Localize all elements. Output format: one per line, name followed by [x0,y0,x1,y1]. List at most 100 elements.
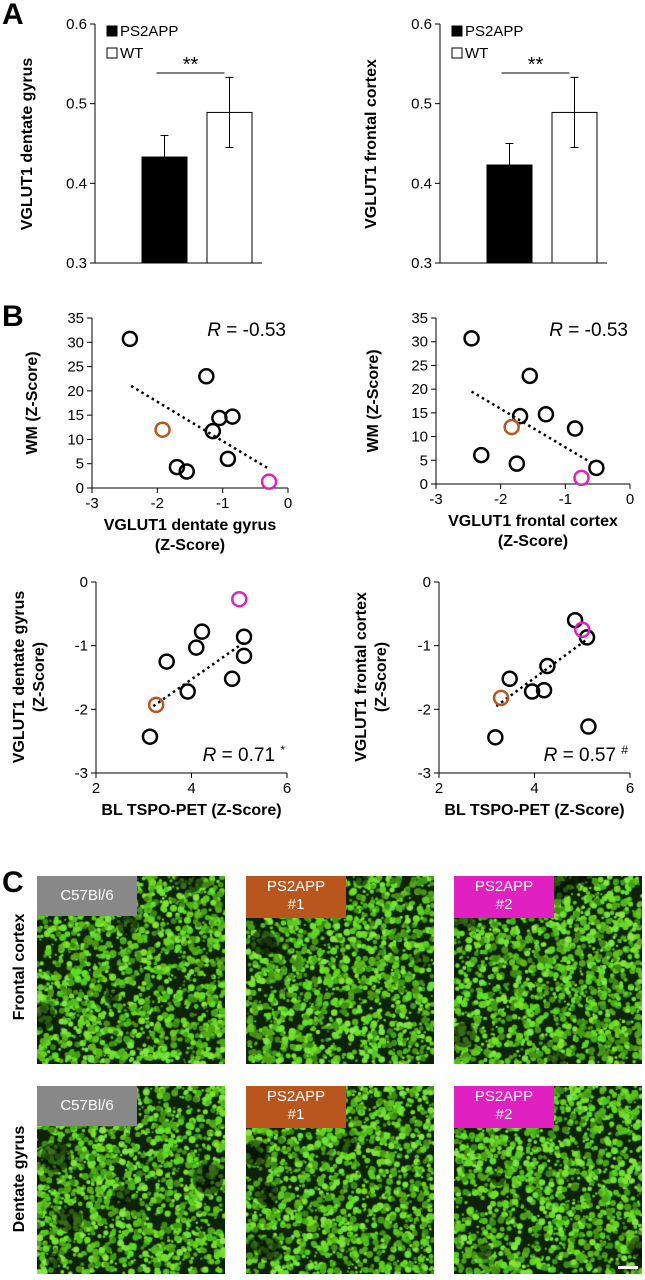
x-axis-label: BL TSPO-PET (Z-Score) [444,802,624,819]
data-point [121,330,139,348]
y-tick-label: 0.6 [411,16,432,33]
y-tick-label: 0.3 [411,255,432,272]
y-tick-label: 35 [67,310,84,327]
x-tick-label: 4 [530,780,538,797]
y-tick-label: -1 [418,638,431,655]
y-tick-label: 25 [67,359,84,376]
legend-label-ps2app: PS2APP [120,23,178,40]
x-tick-label: 2 [435,780,443,797]
row-label-frontal-cortex: Frontal cortex [11,913,28,1021]
data-point [193,623,211,640]
y-tick-label: 15 [67,407,84,424]
r-symbol: R [549,320,563,341]
data-point [566,611,584,629]
y-tick-label: 5 [76,456,84,473]
r-symbol: R [203,745,217,766]
data-point [223,670,241,688]
x-tick-label: 4 [187,780,195,797]
legend-swatch-ps2app [106,25,118,37]
y-axis-label: (Z-Score) [373,642,390,712]
data-point-ps2app-2 [231,590,248,608]
trend-line [470,390,592,464]
x-axis-label: VGLUT1 frontal cortex [448,513,618,530]
data-point [535,681,553,699]
y-axis-label: VGLUT1 frontal cortex [363,59,380,229]
data-point [178,463,195,480]
legend-swatch-ps2app [451,25,463,37]
x-tick-label: 2 [92,780,100,797]
x-tick-label: -1 [216,495,229,512]
y-tick-label: 10 [67,431,84,448]
data-point [158,653,175,670]
y-tick-label: 0.4 [66,175,87,192]
significance-label: ** [528,54,544,76]
data-point [204,422,222,440]
trend-line [130,384,270,470]
y-tick-label: 20 [411,381,428,398]
y-tick-label: 0 [420,476,428,493]
x-tick-label: 0 [626,491,634,508]
data-point-ps2app-2 [573,469,590,487]
y-tick-label: 0.4 [411,175,432,192]
data-point [539,657,556,675]
x-axis-label: (Z-Score) [498,533,568,550]
legend-label-wt: WT [465,45,488,62]
data-point [168,458,186,476]
y-tick-label: 0 [423,574,431,591]
data-point [141,728,159,745]
x-tick-label: -3 [429,491,442,508]
significance-label: ** [183,54,199,76]
data-point [473,446,490,464]
data-point [235,628,253,646]
data-point [523,683,541,700]
y-tick-label: 30 [411,334,428,351]
x-axis-label: BL TSPO-PET (Z-Score) [101,802,281,819]
x-axis-label: (Z-Score) [155,537,225,554]
trend-line [152,641,245,708]
y-tick-label: 0.5 [411,96,432,113]
correlation-label: R = 0.57 # [544,743,629,766]
tag-ps2app-1-frontal: PS2APP #1 [246,876,346,918]
r-value: = -0.53 [563,320,628,341]
r-value: = -0.53 [221,320,286,341]
data-point [537,406,555,423]
correlation-label: R = -0.53 [207,320,286,341]
significance-marker: * [280,743,285,757]
data-point [198,368,215,385]
y-tick-label: -3 [75,765,88,782]
data-point [179,683,196,700]
r-value: = 0.57 [557,745,621,766]
data-point [566,420,584,437]
x-tick-label: -1 [559,491,572,508]
tag-ps2app-2-dentate: PS2APP #2 [454,1086,554,1128]
data-point [224,408,241,425]
data-point-ps2app-2 [260,473,278,490]
y-tick-label: 0 [80,574,88,591]
data-point [487,729,504,746]
data-point [521,367,539,385]
y-tick-label: 0.3 [66,255,87,272]
data-point [501,670,518,688]
y-tick-label: -3 [418,765,431,782]
y-tick-label: 10 [411,429,428,446]
x-tick-label: -3 [85,495,98,512]
data-point [508,455,526,472]
y-tick-label: -2 [75,701,88,718]
correlation-label: R = -0.53 [549,320,628,341]
r-value: = 0.71 [216,745,280,766]
data-point-ps2app-1 [492,689,510,707]
x-tick-label: 0 [284,495,292,512]
y-tick-label: 35 [411,310,428,327]
y-tick-label: 0 [76,480,84,497]
row-label-dentate-gyrus: Dentate gyrus [11,1125,28,1233]
y-axis-label: VGLUT1 dentate gyrus [19,58,36,231]
data-point [511,407,529,425]
panel-letter-b: B [2,300,24,333]
data-point [463,330,480,347]
